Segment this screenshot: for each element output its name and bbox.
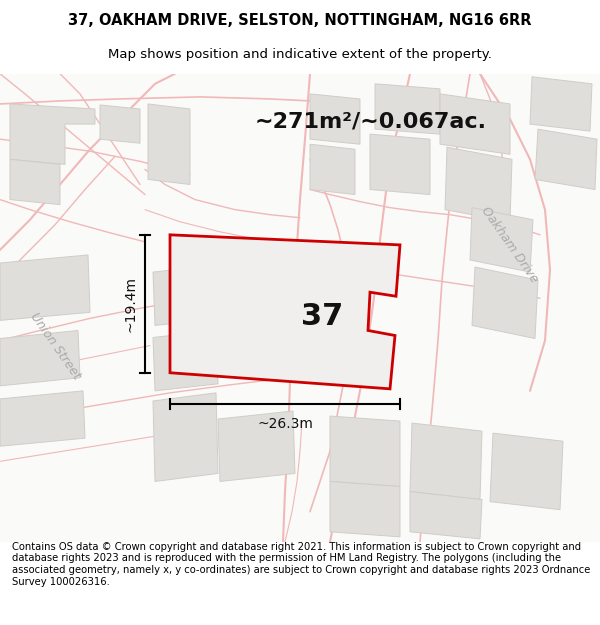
Polygon shape — [375, 84, 440, 134]
Polygon shape — [310, 94, 360, 144]
Polygon shape — [470, 208, 533, 272]
Text: 37: 37 — [301, 302, 343, 331]
Text: Map shows position and indicative extent of the property.: Map shows position and indicative extent… — [108, 48, 492, 61]
Polygon shape — [370, 134, 430, 194]
Polygon shape — [472, 267, 538, 339]
Polygon shape — [490, 433, 563, 509]
Polygon shape — [330, 416, 400, 486]
Text: ~26.3m: ~26.3m — [257, 417, 313, 431]
Text: 37, OAKHAM DRIVE, SELSTON, NOTTINGHAM, NG16 6RR: 37, OAKHAM DRIVE, SELSTON, NOTTINGHAM, N… — [68, 13, 532, 28]
Polygon shape — [0, 255, 90, 321]
Polygon shape — [410, 491, 482, 539]
Polygon shape — [0, 74, 600, 542]
Polygon shape — [153, 265, 220, 326]
Text: ~271m²/~0.067ac.: ~271m²/~0.067ac. — [255, 111, 487, 131]
Polygon shape — [310, 144, 355, 194]
Polygon shape — [535, 129, 597, 189]
Polygon shape — [100, 105, 140, 143]
Polygon shape — [330, 481, 400, 537]
Text: Union Street: Union Street — [27, 310, 83, 381]
Polygon shape — [0, 391, 85, 446]
Text: Oakham Drive: Oakham Drive — [479, 204, 541, 286]
Polygon shape — [10, 159, 60, 204]
Polygon shape — [153, 331, 218, 391]
Polygon shape — [440, 94, 510, 154]
Polygon shape — [10, 104, 95, 164]
Text: Contains OS data © Crown copyright and database right 2021. This information is : Contains OS data © Crown copyright and d… — [12, 542, 590, 587]
Polygon shape — [153, 393, 218, 481]
Polygon shape — [0, 331, 80, 386]
Polygon shape — [148, 104, 190, 184]
Polygon shape — [218, 411, 295, 481]
Polygon shape — [530, 77, 592, 131]
Polygon shape — [170, 235, 400, 389]
Polygon shape — [410, 423, 482, 499]
Polygon shape — [445, 148, 512, 222]
Text: ~19.4m: ~19.4m — [124, 276, 138, 332]
